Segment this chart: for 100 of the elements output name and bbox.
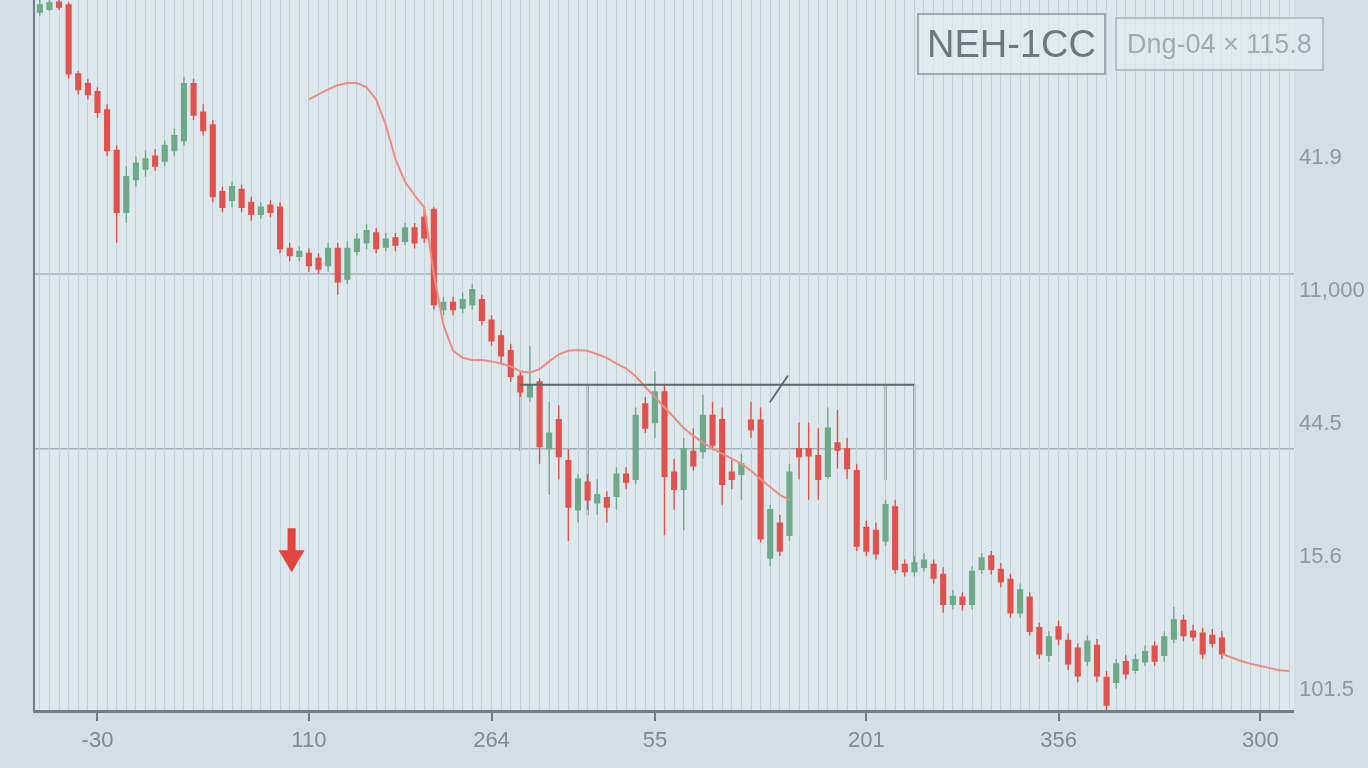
- candlestick: [334, 242, 341, 296]
- candlestick: [671, 457, 678, 511]
- candlestick: [1141, 644, 1149, 667]
- text: 11,000: [1299, 277, 1365, 302]
- candlestick: [565, 448, 572, 542]
- candlestick: [632, 406, 639, 485]
- candlestick: [469, 283, 476, 311]
- text: 101.5: [1299, 676, 1355, 701]
- candlestick: [132, 155, 139, 188]
- candlestick: [892, 499, 899, 575]
- candlestick: [478, 293, 485, 326]
- text: Dng-04 × 115.8: [1127, 29, 1312, 59]
- candlestick: [988, 550, 995, 576]
- candlestick: [248, 195, 255, 222]
- candlestick: [46, 0, 53, 13]
- candlestick: [786, 462, 793, 542]
- candlestick: [853, 462, 860, 552]
- candlestick: [911, 555, 918, 578]
- candlestick: [507, 342, 514, 383]
- candlestick: [940, 566, 947, 614]
- candlestick: [171, 127, 178, 157]
- candlestick: [661, 384, 668, 537]
- candlestick: [1093, 638, 1101, 684]
- candlestick: [1199, 626, 1206, 660]
- candlestick: [776, 514, 783, 557]
- candlestick: [180, 75, 188, 147]
- candlestick: [363, 223, 370, 250]
- candlestick: [228, 181, 236, 209]
- candlestick: [1026, 591, 1033, 637]
- candlestick: [699, 394, 706, 460]
- candlestick: [84, 78, 91, 101]
- candlestick: [94, 86, 101, 119]
- candlestick: [1055, 619, 1062, 647]
- candlestick: [55, 0, 63, 11]
- text: NEH-1CC: [927, 23, 1096, 65]
- candlestick: [968, 565, 976, 610]
- text: 15.6: [1299, 543, 1342, 568]
- candlestick: [190, 78, 197, 121]
- x-tick-label: 110: [291, 726, 327, 752]
- candlestick: [1132, 653, 1139, 675]
- candlestick: [267, 199, 274, 218]
- candlestick: [844, 437, 851, 480]
- x-tick-label: 356: [1040, 726, 1077, 752]
- candlestick: [123, 165, 130, 224]
- candlestick: [373, 227, 380, 255]
- candlestick: [546, 401, 553, 496]
- x-tick-label: -30: [81, 726, 114, 752]
- candlestick: [757, 406, 764, 544]
- candlestick: [1170, 606, 1177, 644]
- candlestick: [1065, 632, 1072, 671]
- candlestick: [488, 314, 495, 347]
- candlestick: [440, 296, 447, 316]
- candlestick: [382, 232, 389, 253]
- candlestick: [401, 222, 409, 246]
- candlestick: [997, 562, 1004, 588]
- candlestick: [286, 242, 293, 262]
- candlestick: [920, 552, 928, 573]
- candlestick: [305, 247, 312, 273]
- candlestick: [901, 558, 908, 578]
- candlestick: [392, 232, 399, 253]
- candlestick: [238, 183, 245, 213]
- candlestick: [1190, 624, 1197, 642]
- candlestick: [536, 377, 543, 465]
- candlestick: [1103, 670, 1110, 710]
- candlestick: [152, 148, 159, 172]
- candlestick: [1007, 572, 1014, 619]
- candlestick: [36, 0, 43, 17]
- candlestick: [930, 558, 937, 585]
- candlestick: [277, 201, 284, 255]
- candlestick: [863, 519, 870, 557]
- candlestick: [498, 329, 505, 365]
- candlestick: [344, 240, 351, 285]
- x-tick-label: 55: [642, 726, 668, 752]
- candlestick: [815, 427, 822, 501]
- candlestick: [1036, 621, 1043, 660]
- x-tick-label: 201: [847, 726, 885, 752]
- candlestick: [1180, 614, 1187, 642]
- candlestick: [728, 457, 735, 490]
- candlestick: [613, 466, 620, 511]
- candlestick: [353, 232, 361, 257]
- candlestick: [1218, 630, 1225, 660]
- candlestick: [257, 201, 264, 220]
- candlestick: [651, 370, 658, 439]
- candlestick: [690, 427, 697, 472]
- candlestick: [738, 452, 745, 501]
- text: 44.5: [1299, 410, 1342, 435]
- x-tick-label: 300: [1242, 726, 1279, 752]
- candlestick: [680, 437, 687, 532]
- candlestick: [219, 186, 226, 213]
- candlestick: [767, 504, 774, 568]
- candlestick: [824, 406, 831, 480]
- candlestick: [1151, 640, 1158, 667]
- candlestick: [65, 1, 72, 80]
- candlestick: [959, 591, 966, 612]
- candlestick: [459, 291, 466, 314]
- candlestick: [315, 252, 322, 275]
- candlestick: [113, 144, 120, 244]
- candlestick: [882, 499, 889, 547]
- candlestick: [872, 521, 879, 561]
- candlestick: [296, 245, 303, 262]
